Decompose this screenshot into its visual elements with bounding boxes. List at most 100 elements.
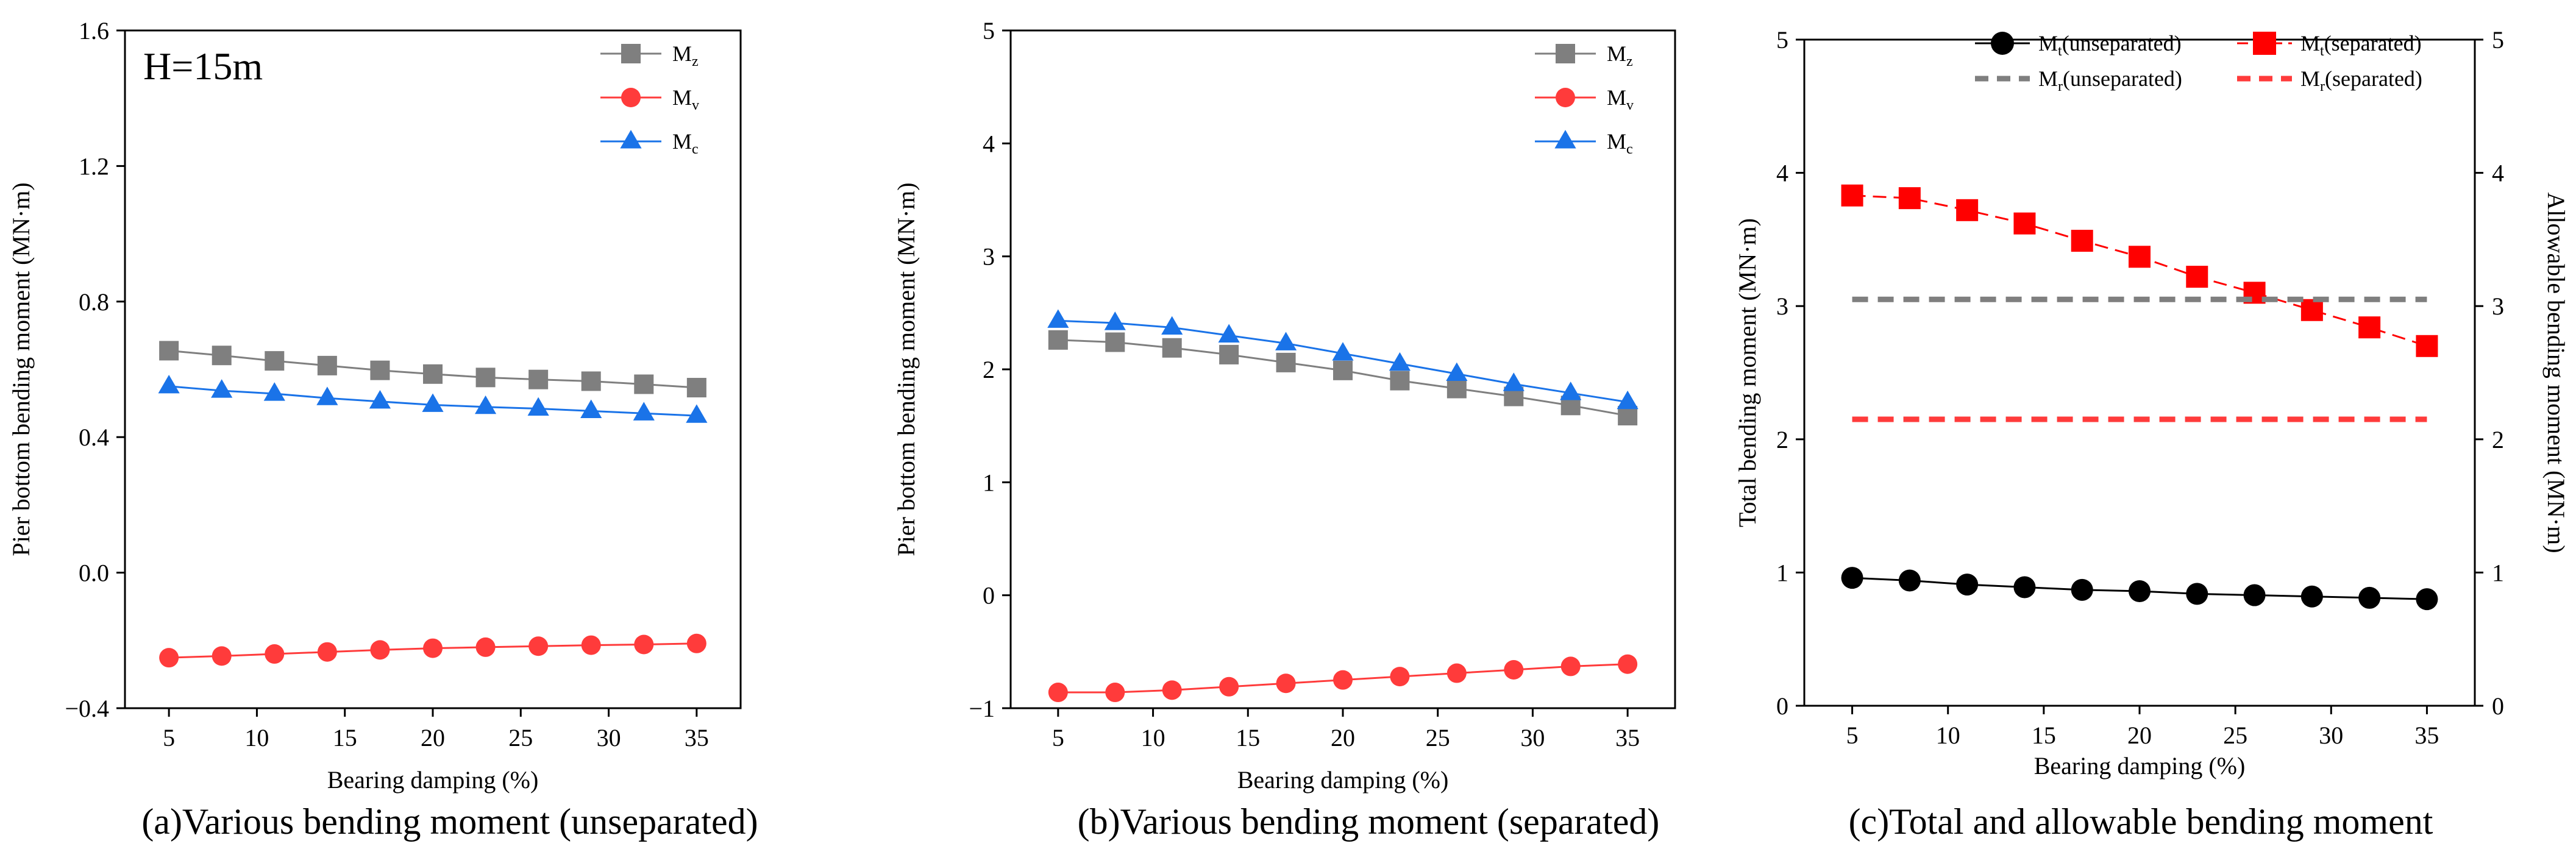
x-tick-label: 5 bbox=[1846, 722, 1859, 749]
data-point bbox=[2243, 584, 2266, 606]
x-tick-label: 30 bbox=[2319, 722, 2343, 749]
legend-label: Mz bbox=[1607, 41, 1633, 69]
y-tick-label: 5 bbox=[1776, 26, 1788, 54]
data-point bbox=[581, 635, 601, 655]
data-point bbox=[1898, 187, 1921, 210]
x-axis-label: Bearing damping (%) bbox=[327, 766, 539, 794]
data-point bbox=[2186, 266, 2208, 288]
data-point bbox=[2358, 586, 2381, 609]
legend-suffix: (separated) bbox=[2324, 31, 2422, 55]
y-tick-label: 3 bbox=[1776, 293, 1788, 320]
legend-suffix: (separated) bbox=[2325, 66, 2422, 91]
data-point bbox=[1841, 567, 1863, 589]
y-tick-label: 0 bbox=[983, 582, 995, 609]
legend-label: Mz bbox=[672, 41, 699, 69]
figure-caption: (b)Various bending moment (separated) bbox=[1078, 801, 1660, 842]
data-point bbox=[1219, 677, 1239, 697]
data-point bbox=[2013, 576, 2036, 598]
legend-label: Mc bbox=[672, 129, 699, 157]
data-point bbox=[159, 341, 179, 361]
y-tick-label-right: 4 bbox=[2492, 160, 2504, 187]
data-point bbox=[1390, 371, 1410, 391]
data-point bbox=[1389, 352, 1411, 371]
x-tick-label: 10 bbox=[1936, 722, 1960, 749]
legend-label: Mv bbox=[672, 85, 699, 113]
legend-marker bbox=[621, 44, 641, 63]
data-point bbox=[633, 402, 655, 421]
y-tick-label-right: 5 bbox=[2492, 26, 2504, 54]
data-point bbox=[1218, 324, 1240, 343]
annotation-text: H=15m bbox=[143, 44, 263, 88]
legend-marker bbox=[1556, 44, 1575, 63]
legend-main: M bbox=[1607, 85, 1626, 110]
legend-label: Mr(separated) bbox=[2300, 66, 2422, 94]
data-point bbox=[159, 648, 179, 668]
data-point bbox=[211, 379, 233, 398]
legend-subscript: t bbox=[2058, 43, 2062, 59]
legend-label: Mt(unseparated) bbox=[2038, 31, 2182, 59]
legend: Mt(unseparated) Mt(separated)Mr(unseparat… bbox=[1975, 31, 2422, 94]
y-axis-label: Pier bottom bending moment (MN·m) bbox=[892, 182, 920, 556]
data-point bbox=[1617, 390, 1638, 410]
legend-marker bbox=[1556, 88, 1575, 107]
y-tick-label: 4 bbox=[983, 130, 995, 157]
data-point bbox=[370, 360, 390, 380]
legend-subscript: z bbox=[1626, 54, 1633, 69]
x-tick-label: 10 bbox=[1141, 724, 1165, 751]
data-point bbox=[1956, 199, 1979, 221]
data-point bbox=[1276, 352, 1296, 372]
x-axis-label: Bearing damping (%) bbox=[2034, 752, 2246, 780]
x-tick-label: 30 bbox=[1520, 724, 1545, 751]
legend-main: M bbox=[2300, 31, 2320, 55]
data-point bbox=[1446, 663, 1467, 683]
legend-main: M bbox=[1607, 41, 1626, 66]
y-tick-label: −0.4 bbox=[65, 695, 109, 722]
data-point bbox=[2186, 583, 2208, 605]
legend-label: Mt(separated) bbox=[2300, 31, 2422, 59]
data-point bbox=[265, 644, 285, 664]
y-tick-label: 0.4 bbox=[79, 424, 109, 451]
x-tick-label: 10 bbox=[244, 724, 269, 751]
legend-main: M bbox=[2038, 31, 2058, 55]
y-tick-label-right: 2 bbox=[2492, 426, 2504, 453]
legend-main: M bbox=[672, 85, 692, 110]
data-point bbox=[581, 371, 601, 391]
x-tick-label: 30 bbox=[597, 724, 621, 751]
data-point bbox=[2416, 335, 2438, 357]
data-point bbox=[1560, 382, 1582, 400]
legend-label: Mr(unseparated) bbox=[2038, 66, 2182, 94]
data-point bbox=[1333, 670, 1353, 690]
y-axis-label-right: Allowable bending moment (MN·m) bbox=[2542, 192, 2570, 553]
legend-subscript: c bbox=[692, 141, 699, 157]
legend-marker bbox=[1991, 32, 2014, 55]
series-t-unseparated bbox=[1841, 567, 2438, 611]
y-tick-label: 1.6 bbox=[79, 17, 109, 44]
y-tick-label: 5 bbox=[983, 17, 995, 44]
data-point bbox=[1048, 330, 1068, 350]
data-point bbox=[1219, 344, 1239, 364]
data-point bbox=[1332, 342, 1354, 361]
legend-subscript: v bbox=[1626, 98, 1634, 113]
data-point bbox=[1105, 683, 1125, 703]
data-point bbox=[1162, 680, 1182, 700]
data-point bbox=[1275, 332, 1297, 350]
data-point bbox=[1503, 372, 1525, 391]
legend-subscript: r bbox=[2058, 79, 2063, 94]
y-tick-label: 0.0 bbox=[79, 559, 109, 587]
y-axis-label: Pier bottom bending moment (MN·m) bbox=[7, 182, 35, 556]
data-point bbox=[475, 368, 496, 388]
data-point bbox=[2300, 299, 2323, 321]
data-point bbox=[263, 382, 285, 401]
y-tick-label: 0 bbox=[1776, 692, 1788, 720]
data-point bbox=[2071, 578, 2093, 601]
series-c bbox=[1047, 309, 1638, 410]
y-tick-label-right: 3 bbox=[2492, 293, 2504, 320]
data-point bbox=[370, 640, 390, 660]
x-tick-label: 35 bbox=[2414, 722, 2439, 749]
data-point bbox=[1104, 311, 1126, 330]
legend-main: M bbox=[672, 129, 692, 154]
x-tick-label: 5 bbox=[1052, 724, 1064, 751]
x-tick-label: 25 bbox=[508, 724, 533, 751]
y-tick-label: 1.2 bbox=[79, 152, 109, 180]
